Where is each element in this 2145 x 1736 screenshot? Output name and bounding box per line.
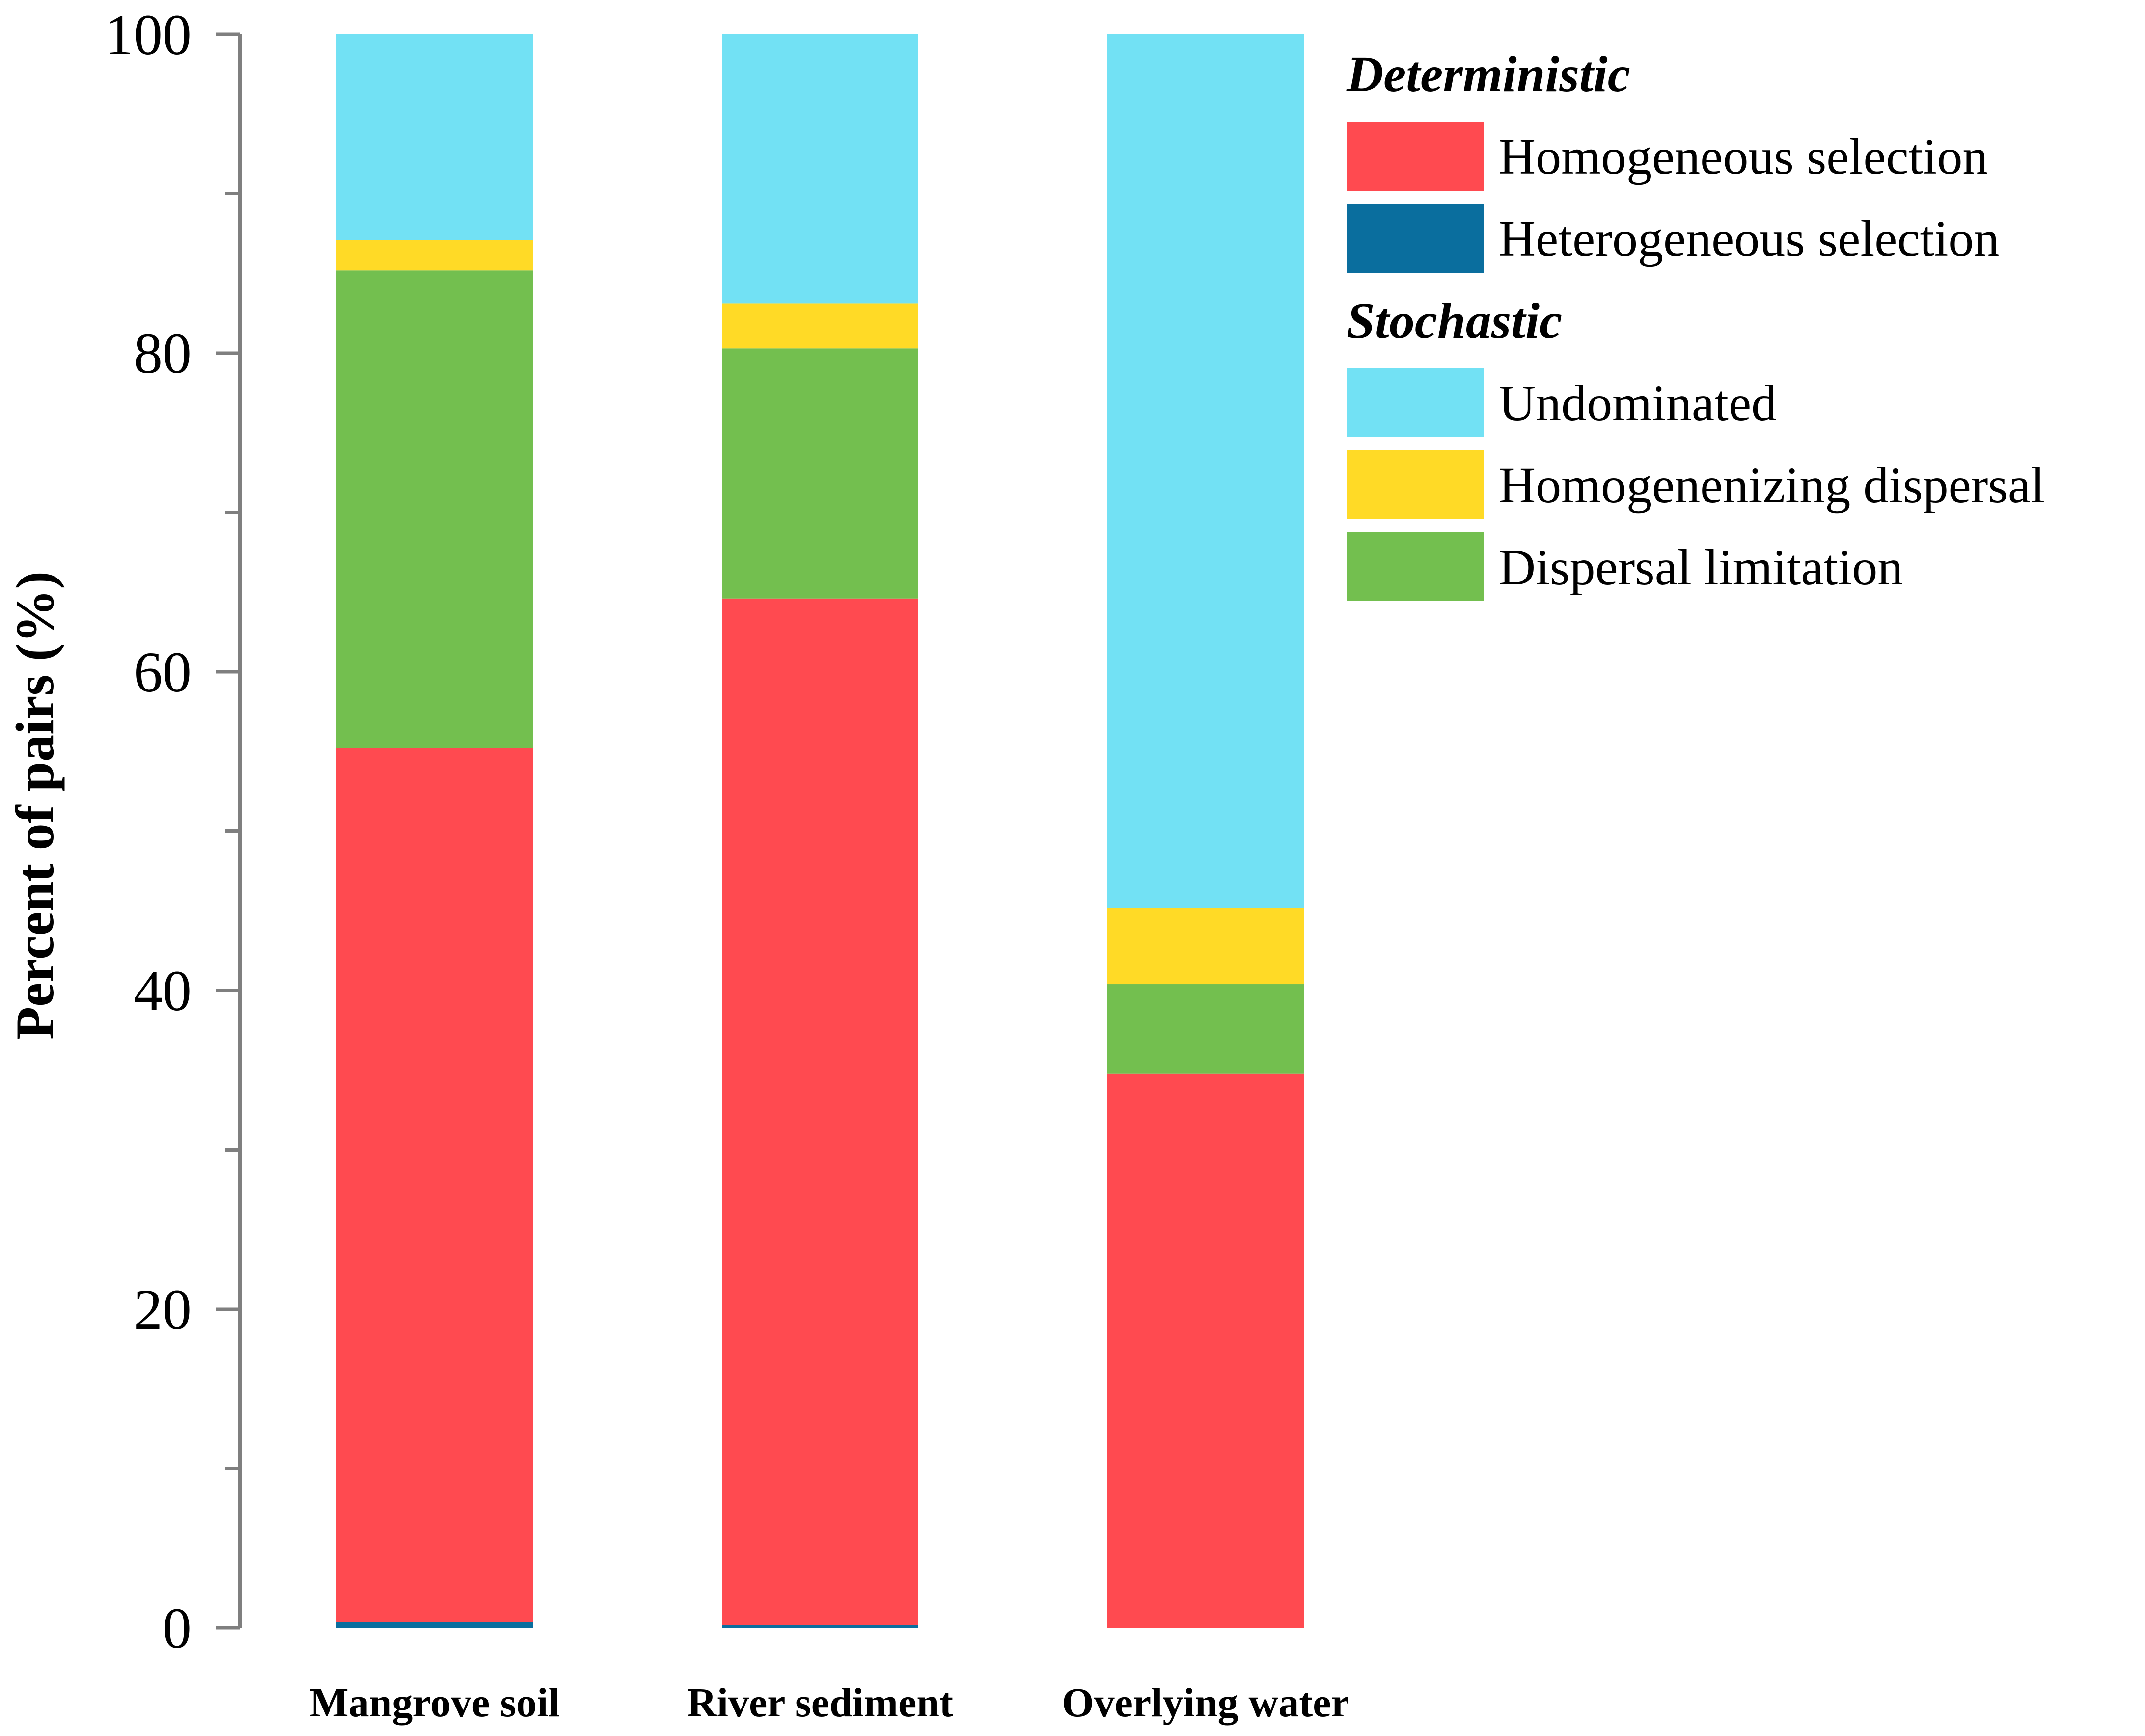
- bar-segment-dispersal-limitation: [722, 348, 918, 599]
- bar-segment-homogenenizing-dispersal: [1107, 908, 1304, 985]
- bar-river-sediment: [722, 34, 918, 1628]
- bar-segment-homogeneous-selection: [1107, 1073, 1304, 1628]
- y-tick-label: 20: [134, 1277, 192, 1342]
- y-axis-title: Percent of pairs (%): [5, 571, 65, 1040]
- bar-segment-heterogeneous-selection: [722, 1625, 918, 1628]
- bar-segment-dispersal-limitation: [1107, 984, 1304, 1074]
- x-tick-label-river-sediment: River sediment: [687, 1680, 953, 1726]
- y-tick-label: 80: [134, 321, 192, 386]
- legend-swatch-heterogeneous-selection: [1347, 204, 1484, 273]
- y-tick-label: 100: [105, 2, 192, 67]
- legend-swatch-homogenenizing-dispersal: [1347, 450, 1484, 519]
- y-tick-label: 60: [134, 640, 192, 704]
- bar-segment-homogenenizing-dispersal: [722, 303, 918, 349]
- bar-segment-homogenenizing-dispersal: [336, 240, 533, 271]
- legend-swatch-homogeneous-selection: [1347, 122, 1484, 191]
- bar-segment-dispersal-limitation: [336, 270, 533, 748]
- legend-swatch-dispersal-limitation: [1347, 532, 1484, 601]
- legend-swatch-undominated: [1347, 368, 1484, 437]
- legend-label-heterogeneous-selection: Heterogeneous selection: [1499, 211, 1999, 267]
- y-tick-label: 40: [134, 959, 192, 1023]
- bar-overlying-water: [1107, 34, 1304, 1628]
- legend-label-homogenenizing-dispersal: Homogenenizing dispersal: [1499, 457, 2045, 514]
- x-axis-labels: Mangrove soil River sediment Overlying wat…: [309, 1680, 1349, 1726]
- x-tick-label-overlying-water: Overlying water: [1062, 1680, 1349, 1726]
- legend-label-dispersal-limitation: Dispersal limitation: [1499, 539, 1903, 596]
- x-tick-label-mangrove-soil: Mangrove soil: [309, 1680, 559, 1726]
- legend-group-deterministic: Deterministic: [1346, 46, 1630, 103]
- legend-label-homogeneous-selection: Homogeneous selection: [1499, 129, 1988, 185]
- bar-segment-homogeneous-selection: [336, 748, 533, 1622]
- bar-segment-homogeneous-selection: [722, 598, 918, 1625]
- bar-segment-undominated: [722, 34, 918, 304]
- bars: [336, 34, 1304, 1628]
- legend-label-undominated: Undominated: [1499, 375, 1777, 432]
- bar-segment-heterogeneous-selection: [336, 1622, 533, 1628]
- bar-mangrove-soil: [336, 34, 533, 1628]
- bar-segment-undominated: [336, 34, 533, 240]
- y-tick-label: 0: [163, 1596, 192, 1660]
- bar-segment-undominated: [1107, 34, 1304, 908]
- y-axis: 0 20 40 60 80 100: [105, 2, 242, 1660]
- legend-group-stochastic: Stochastic: [1347, 293, 1562, 349]
- legend: Deterministic Homogeneous selection Hetero…: [1346, 46, 2045, 601]
